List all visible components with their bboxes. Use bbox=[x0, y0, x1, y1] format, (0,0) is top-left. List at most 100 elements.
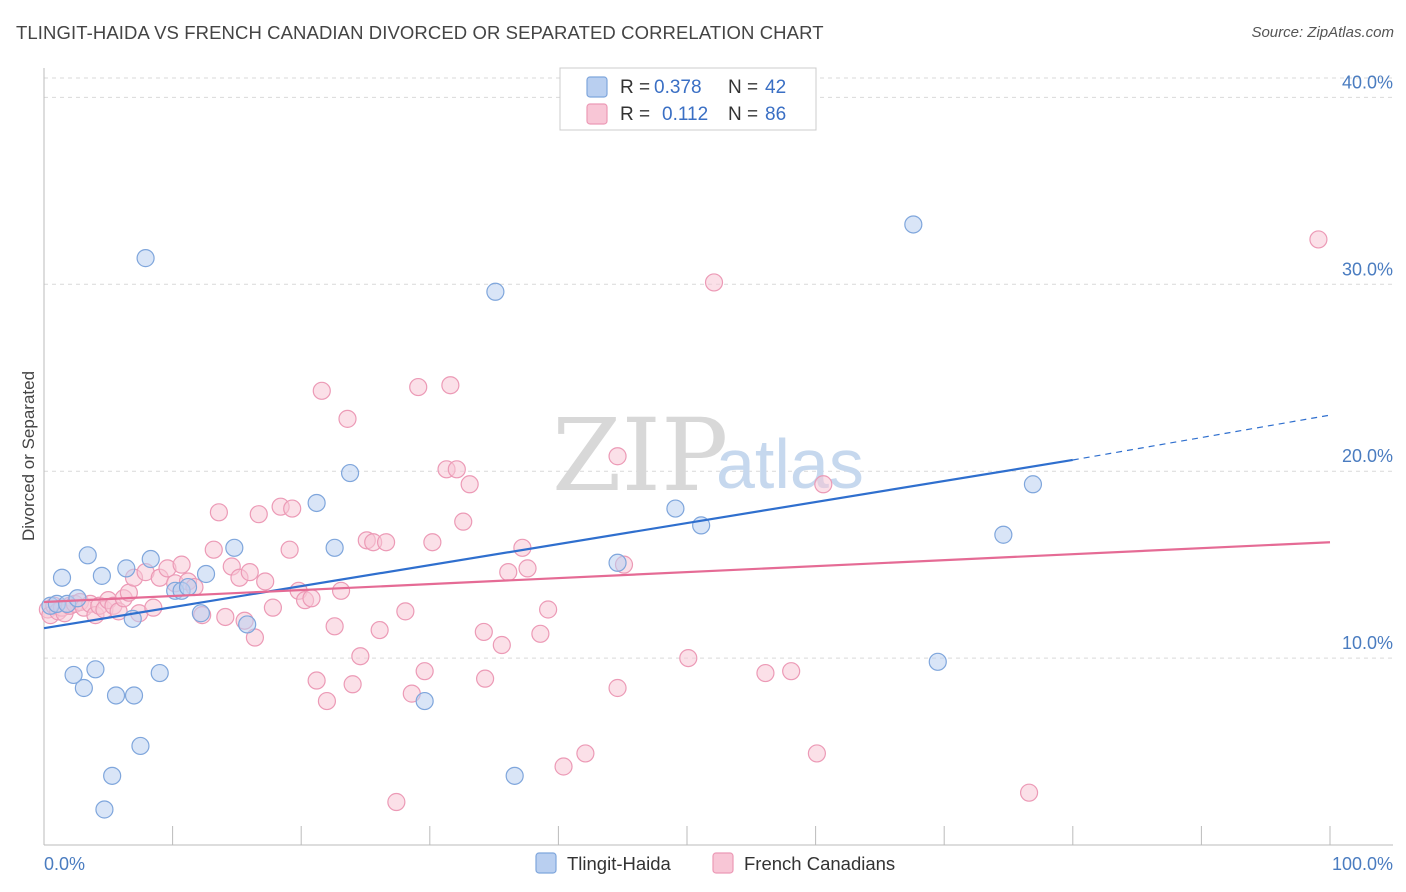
trend-line-tlingit-haida bbox=[43, 458, 1073, 630]
data-point-tlingit-haida bbox=[86, 660, 105, 679]
data-point-french-canadians bbox=[387, 792, 406, 812]
bottom-legend-label-french-canadians: French Canadians bbox=[744, 853, 895, 874]
data-point-french-canadians bbox=[475, 669, 495, 688]
data-point-tlingit-haida bbox=[608, 553, 627, 572]
trend-lines bbox=[43, 414, 1331, 630]
data-point-french-canadians bbox=[814, 475, 833, 494]
data-point-french-canadians bbox=[338, 409, 357, 428]
data-point-tlingit-haida bbox=[307, 493, 326, 513]
data-point-tlingit-haida bbox=[117, 559, 136, 578]
data-point-tlingit-haida bbox=[136, 249, 155, 268]
data-point-tlingit-haida bbox=[191, 604, 210, 623]
data-point-french-canadians bbox=[447, 460, 466, 479]
data-point-tlingit-haida bbox=[150, 663, 169, 683]
data-point-french-canadians bbox=[415, 662, 434, 681]
data-point-tlingit-haida bbox=[141, 549, 160, 569]
data-point-tlingit-haida bbox=[325, 538, 344, 557]
data-point-french-canadians bbox=[423, 533, 442, 552]
data-point-french-canadians bbox=[370, 620, 389, 640]
data-point-french-canadians bbox=[576, 744, 595, 763]
bottom-legend: Tlingit-Haida French Canadians bbox=[535, 852, 895, 874]
data-point-french-canadians bbox=[807, 744, 826, 763]
data-point-french-canadians bbox=[280, 540, 299, 559]
legend-r-label: R = bbox=[620, 104, 650, 125]
legend-r-value: 0.378 bbox=[654, 77, 702, 98]
data-point-french-canadians bbox=[460, 475, 479, 494]
data-point-tlingit-haida bbox=[103, 766, 122, 785]
data-point-tlingit-haida bbox=[238, 615, 257, 634]
x-tick-label-max: 100.0% bbox=[1332, 854, 1393, 874]
data-point-french-canadians bbox=[454, 512, 473, 531]
legend-n-label: N = bbox=[728, 77, 758, 98]
data-point-tlingit-haida bbox=[505, 766, 524, 785]
data-point-tlingit-haida bbox=[1023, 475, 1043, 494]
data-point-french-canadians bbox=[756, 663, 775, 683]
data-point-french-canadians bbox=[302, 589, 321, 608]
data-point-french-canadians bbox=[317, 691, 337, 711]
legend: R = 0.378 N = 42 R = 0.112 N = 86 bbox=[559, 67, 817, 131]
trend-extension-tlingit-haida bbox=[1072, 414, 1331, 461]
data-point-tlingit-haida bbox=[124, 686, 144, 705]
data-point-french-canadians bbox=[531, 624, 550, 643]
data-point-french-canadians bbox=[172, 555, 191, 574]
data-point-french-canadians bbox=[441, 376, 460, 395]
data-point-french-canadians bbox=[343, 675, 362, 694]
data-point-french-canadians bbox=[256, 572, 275, 591]
trend-line-french-canadians bbox=[43, 541, 1331, 604]
data-point-tlingit-haida bbox=[95, 800, 114, 819]
data-point-tlingit-haida bbox=[92, 566, 111, 585]
data-point-french-canadians bbox=[376, 533, 396, 552]
chart-title: TLINGIT-HAIDA VS FRENCH CANADIAN DIVORCE… bbox=[16, 22, 824, 43]
bottom-legend-label-tlingit-haida: Tlingit-Haida bbox=[567, 853, 672, 874]
data-point-tlingit-haida bbox=[340, 463, 360, 483]
data-point-french-canadians bbox=[209, 503, 228, 522]
y-tick-label: 10.0% bbox=[1342, 633, 1393, 653]
legend-r-value: 0.112 bbox=[662, 104, 708, 125]
data-point-french-canadians bbox=[240, 563, 259, 582]
data-point-tlingit-haida bbox=[666, 499, 685, 518]
legend-n-value: 42 bbox=[765, 77, 786, 98]
data-point-french-canadians bbox=[608, 447, 627, 466]
watermark: ZIP atlas bbox=[552, 397, 864, 514]
data-point-french-canadians bbox=[704, 273, 724, 292]
data-point-french-canadians bbox=[608, 678, 627, 698]
y-tick-label: 20.0% bbox=[1342, 446, 1393, 466]
data-point-french-canadians bbox=[1019, 783, 1039, 802]
series-french-canadians bbox=[38, 230, 1328, 812]
data-point-french-canadians bbox=[351, 647, 370, 666]
data-point-french-canadians bbox=[204, 540, 223, 559]
legend-swatch-french-canadians bbox=[586, 103, 608, 125]
bottom-legend-swatch-tlingit-haida bbox=[535, 852, 557, 874]
x-tick-label-min: 0.0% bbox=[44, 854, 85, 874]
data-point-tlingit-haida bbox=[225, 538, 244, 557]
data-point-tlingit-haida bbox=[78, 546, 97, 565]
data-point-tlingit-haida bbox=[415, 691, 434, 711]
watermark-atlas: atlas bbox=[716, 425, 864, 503]
series-tlingit-haida bbox=[41, 215, 1043, 819]
data-point-tlingit-haida bbox=[178, 577, 198, 597]
legend-n-value: 86 bbox=[765, 104, 786, 125]
data-point-french-canadians bbox=[312, 381, 331, 400]
data-point-french-canadians bbox=[144, 598, 163, 617]
axes bbox=[43, 68, 1393, 846]
y-tick-label: 40.0% bbox=[1342, 72, 1393, 92]
data-point-tlingit-haida bbox=[106, 686, 126, 705]
data-point-french-canadians bbox=[409, 377, 428, 397]
data-point-french-canadians bbox=[782, 662, 801, 681]
data-point-french-canadians bbox=[518, 559, 537, 578]
legend-r-label: R = bbox=[620, 77, 650, 98]
data-point-french-canadians bbox=[307, 671, 326, 690]
data-point-french-canadians bbox=[492, 635, 511, 655]
data-point-french-canadians bbox=[513, 538, 532, 557]
data-point-tlingit-haida bbox=[68, 589, 87, 608]
data-point-french-canadians bbox=[331, 581, 351, 600]
legend-n-label: N = bbox=[728, 104, 758, 125]
watermark-zip: ZIP bbox=[552, 397, 728, 514]
y-axis-title: Divorced or Separated bbox=[19, 371, 38, 541]
y-tick-label: 30.0% bbox=[1342, 259, 1393, 279]
data-point-french-canadians bbox=[249, 505, 268, 524]
data-point-tlingit-haida bbox=[52, 568, 72, 587]
data-point-french-canadians bbox=[216, 607, 235, 627]
data-point-french-canadians bbox=[539, 600, 558, 619]
